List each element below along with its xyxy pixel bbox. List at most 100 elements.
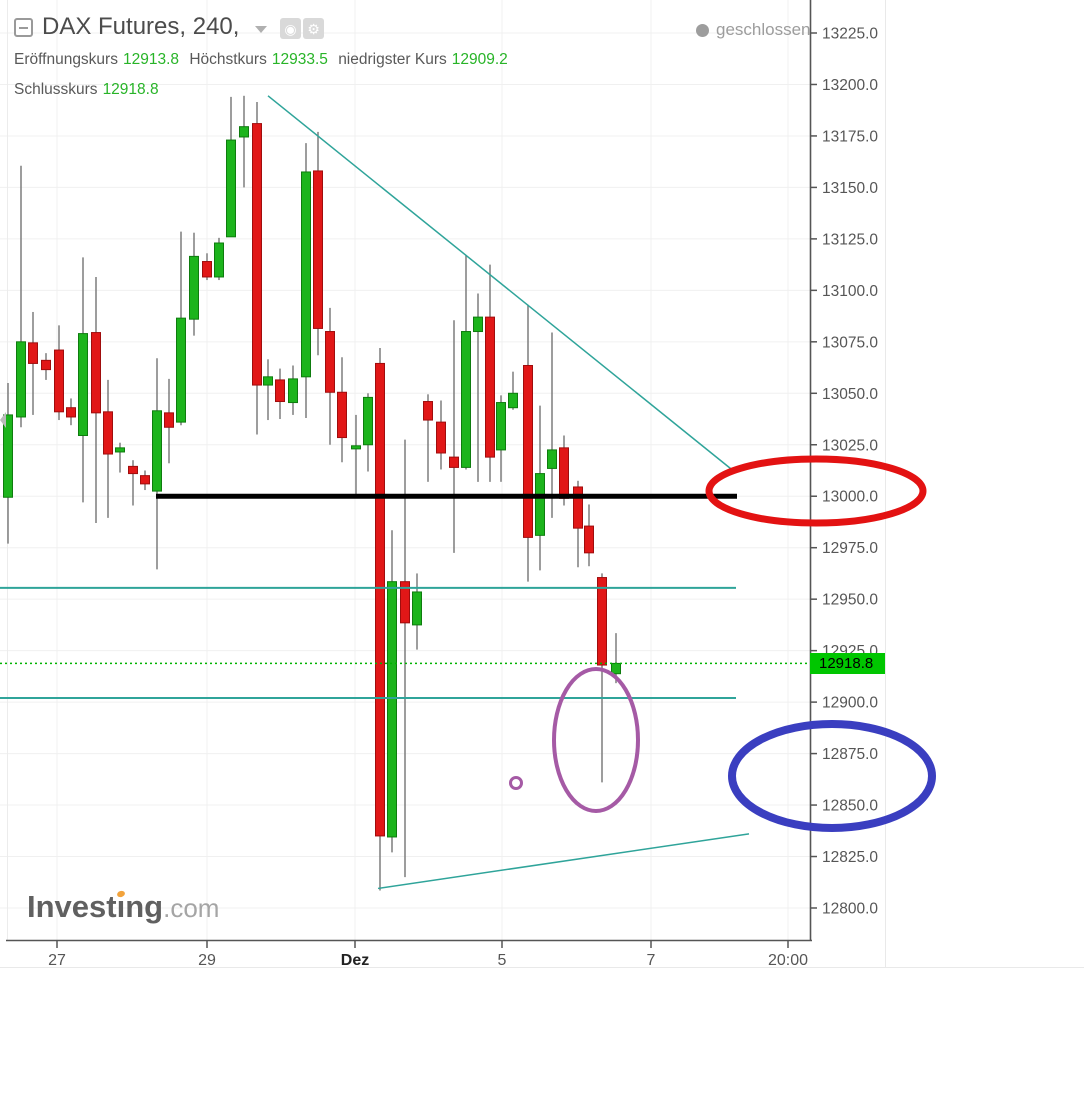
bullish-candle	[288, 378, 298, 404]
bullish-candle	[152, 410, 162, 492]
last-price-label: 12918.8	[810, 653, 885, 674]
y-axis-label: 13000.0	[822, 489, 878, 506]
high-value: 12933.5	[271, 51, 328, 68]
bearish-candle	[423, 401, 433, 421]
bearish-candle	[325, 331, 335, 393]
low-label: niedrigster Kurs	[338, 51, 447, 68]
y-axis-label: 13075.0	[822, 334, 878, 351]
y-axis-label: 13150.0	[822, 180, 878, 197]
open-label: Eröffnungskurs	[14, 51, 118, 68]
y-axis-label: 12850.0	[822, 798, 878, 815]
ohlc-row-1: Eröffnungskurs 12913.8 Höchstkurs 12933.5 …	[14, 51, 514, 69]
y-axis-label: 13100.0	[822, 283, 878, 300]
settings-gear-icon[interactable]: ⚙	[303, 18, 324, 39]
x-axis-label: 29	[198, 952, 216, 969]
bullish-candle	[176, 317, 186, 423]
bearish-candle	[103, 411, 113, 455]
bearish-candle	[164, 412, 174, 428]
bullish-candle	[214, 242, 224, 278]
watermark-text: Invest	[27, 889, 117, 924]
y-axis-label: 13050.0	[822, 386, 878, 403]
y-axis-label: 12900.0	[822, 695, 878, 712]
y-axis-label: 13225.0	[822, 26, 878, 43]
bullish-candle	[263, 376, 273, 386]
bearish-candle	[584, 525, 594, 554]
bearish-candle	[485, 316, 495, 458]
bullish-candle	[611, 662, 621, 675]
bearish-candle	[400, 581, 410, 624]
left-arrow-icon[interactable]	[0, 412, 6, 428]
x-axis-label: 7	[647, 952, 656, 969]
bearish-candle	[449, 456, 459, 468]
bearish-candle	[313, 170, 323, 329]
watermark-suffix: .com	[163, 893, 220, 923]
bullish-candle	[461, 331, 471, 468]
x-axis-label: 27	[48, 952, 66, 969]
low-value: 12909.2	[451, 51, 508, 68]
bullish-candle	[239, 126, 249, 138]
high-label: Höchstkurs	[189, 51, 267, 68]
bearish-candle	[252, 123, 262, 386]
ohlc-row-2: Schlusskurs 12918.8	[14, 81, 165, 99]
investing-watermark: Investı ng.com	[27, 889, 219, 925]
y-axis-label: 13200.0	[822, 77, 878, 94]
bearish-candle	[54, 349, 64, 413]
descending-trendline[interactable]	[267, 95, 734, 472]
bearish-candle	[337, 391, 347, 439]
purple-dot-annotation[interactable]	[509, 776, 523, 790]
open-value: 12913.8	[122, 51, 179, 68]
bullish-candle	[412, 591, 422, 626]
blue-ellipse-annotation[interactable]	[728, 720, 936, 832]
bearish-candle	[140, 475, 150, 485]
bearish-candle	[128, 465, 138, 475]
bullish-candle	[547, 449, 557, 469]
bullish-candle	[496, 402, 506, 451]
bullish-candle	[351, 445, 361, 450]
bearish-candle	[28, 342, 38, 364]
chevron-down-icon[interactable]	[255, 26, 267, 33]
bearish-candle	[523, 364, 533, 538]
y-axis-label: 12950.0	[822, 592, 878, 609]
bullish-candle	[387, 581, 397, 838]
collapse-icon[interactable]	[14, 18, 33, 37]
bearish-candle	[436, 421, 446, 454]
bearish-candle	[275, 379, 285, 403]
bearish-candle	[375, 362, 385, 837]
close-value: 12918.8	[102, 81, 159, 98]
bearish-candle	[91, 332, 101, 414]
purple-ellipse-annotation[interactable]	[552, 667, 640, 813]
y-axis-label: 12975.0	[822, 540, 878, 557]
y-axis-label: 13125.0	[822, 231, 878, 248]
bullish-candle	[189, 255, 199, 320]
bearish-candle	[41, 359, 51, 371]
y-axis-label: 12875.0	[822, 746, 878, 763]
x-axis-label: 5	[498, 952, 507, 969]
y-axis-label: 13175.0	[822, 128, 878, 145]
bullish-candle	[115, 447, 125, 453]
ascending-trendline[interactable]	[377, 833, 750, 890]
bearish-candle	[559, 447, 569, 499]
bullish-candle	[508, 392, 518, 409]
bullish-candle	[535, 473, 545, 536]
bullish-candle	[226, 139, 236, 238]
x-axis-label: 20:00	[768, 952, 808, 969]
watermark-text-2: ng	[125, 889, 164, 924]
bearish-candle	[573, 486, 583, 529]
minus-glyph	[19, 26, 28, 29]
close-label: Schlusskurs	[14, 81, 98, 98]
bullish-candle	[301, 171, 311, 378]
y-axis-label: 13025.0	[822, 437, 878, 454]
red-ellipse-annotation[interactable]	[705, 455, 927, 527]
bearish-candle	[66, 407, 76, 418]
status-label: geschlossen	[716, 20, 811, 39]
x-axis-label: Dez	[341, 952, 369, 969]
hide-marks-icon[interactable]: ◉	[280, 18, 301, 39]
watermark-i: ı	[116, 889, 126, 924]
market-status: geschlossen	[696, 20, 811, 40]
y-axis-label: 12825.0	[822, 849, 878, 866]
bullish-candle	[78, 333, 88, 436]
bullish-candle	[473, 316, 483, 333]
bullish-candle	[3, 414, 13, 498]
